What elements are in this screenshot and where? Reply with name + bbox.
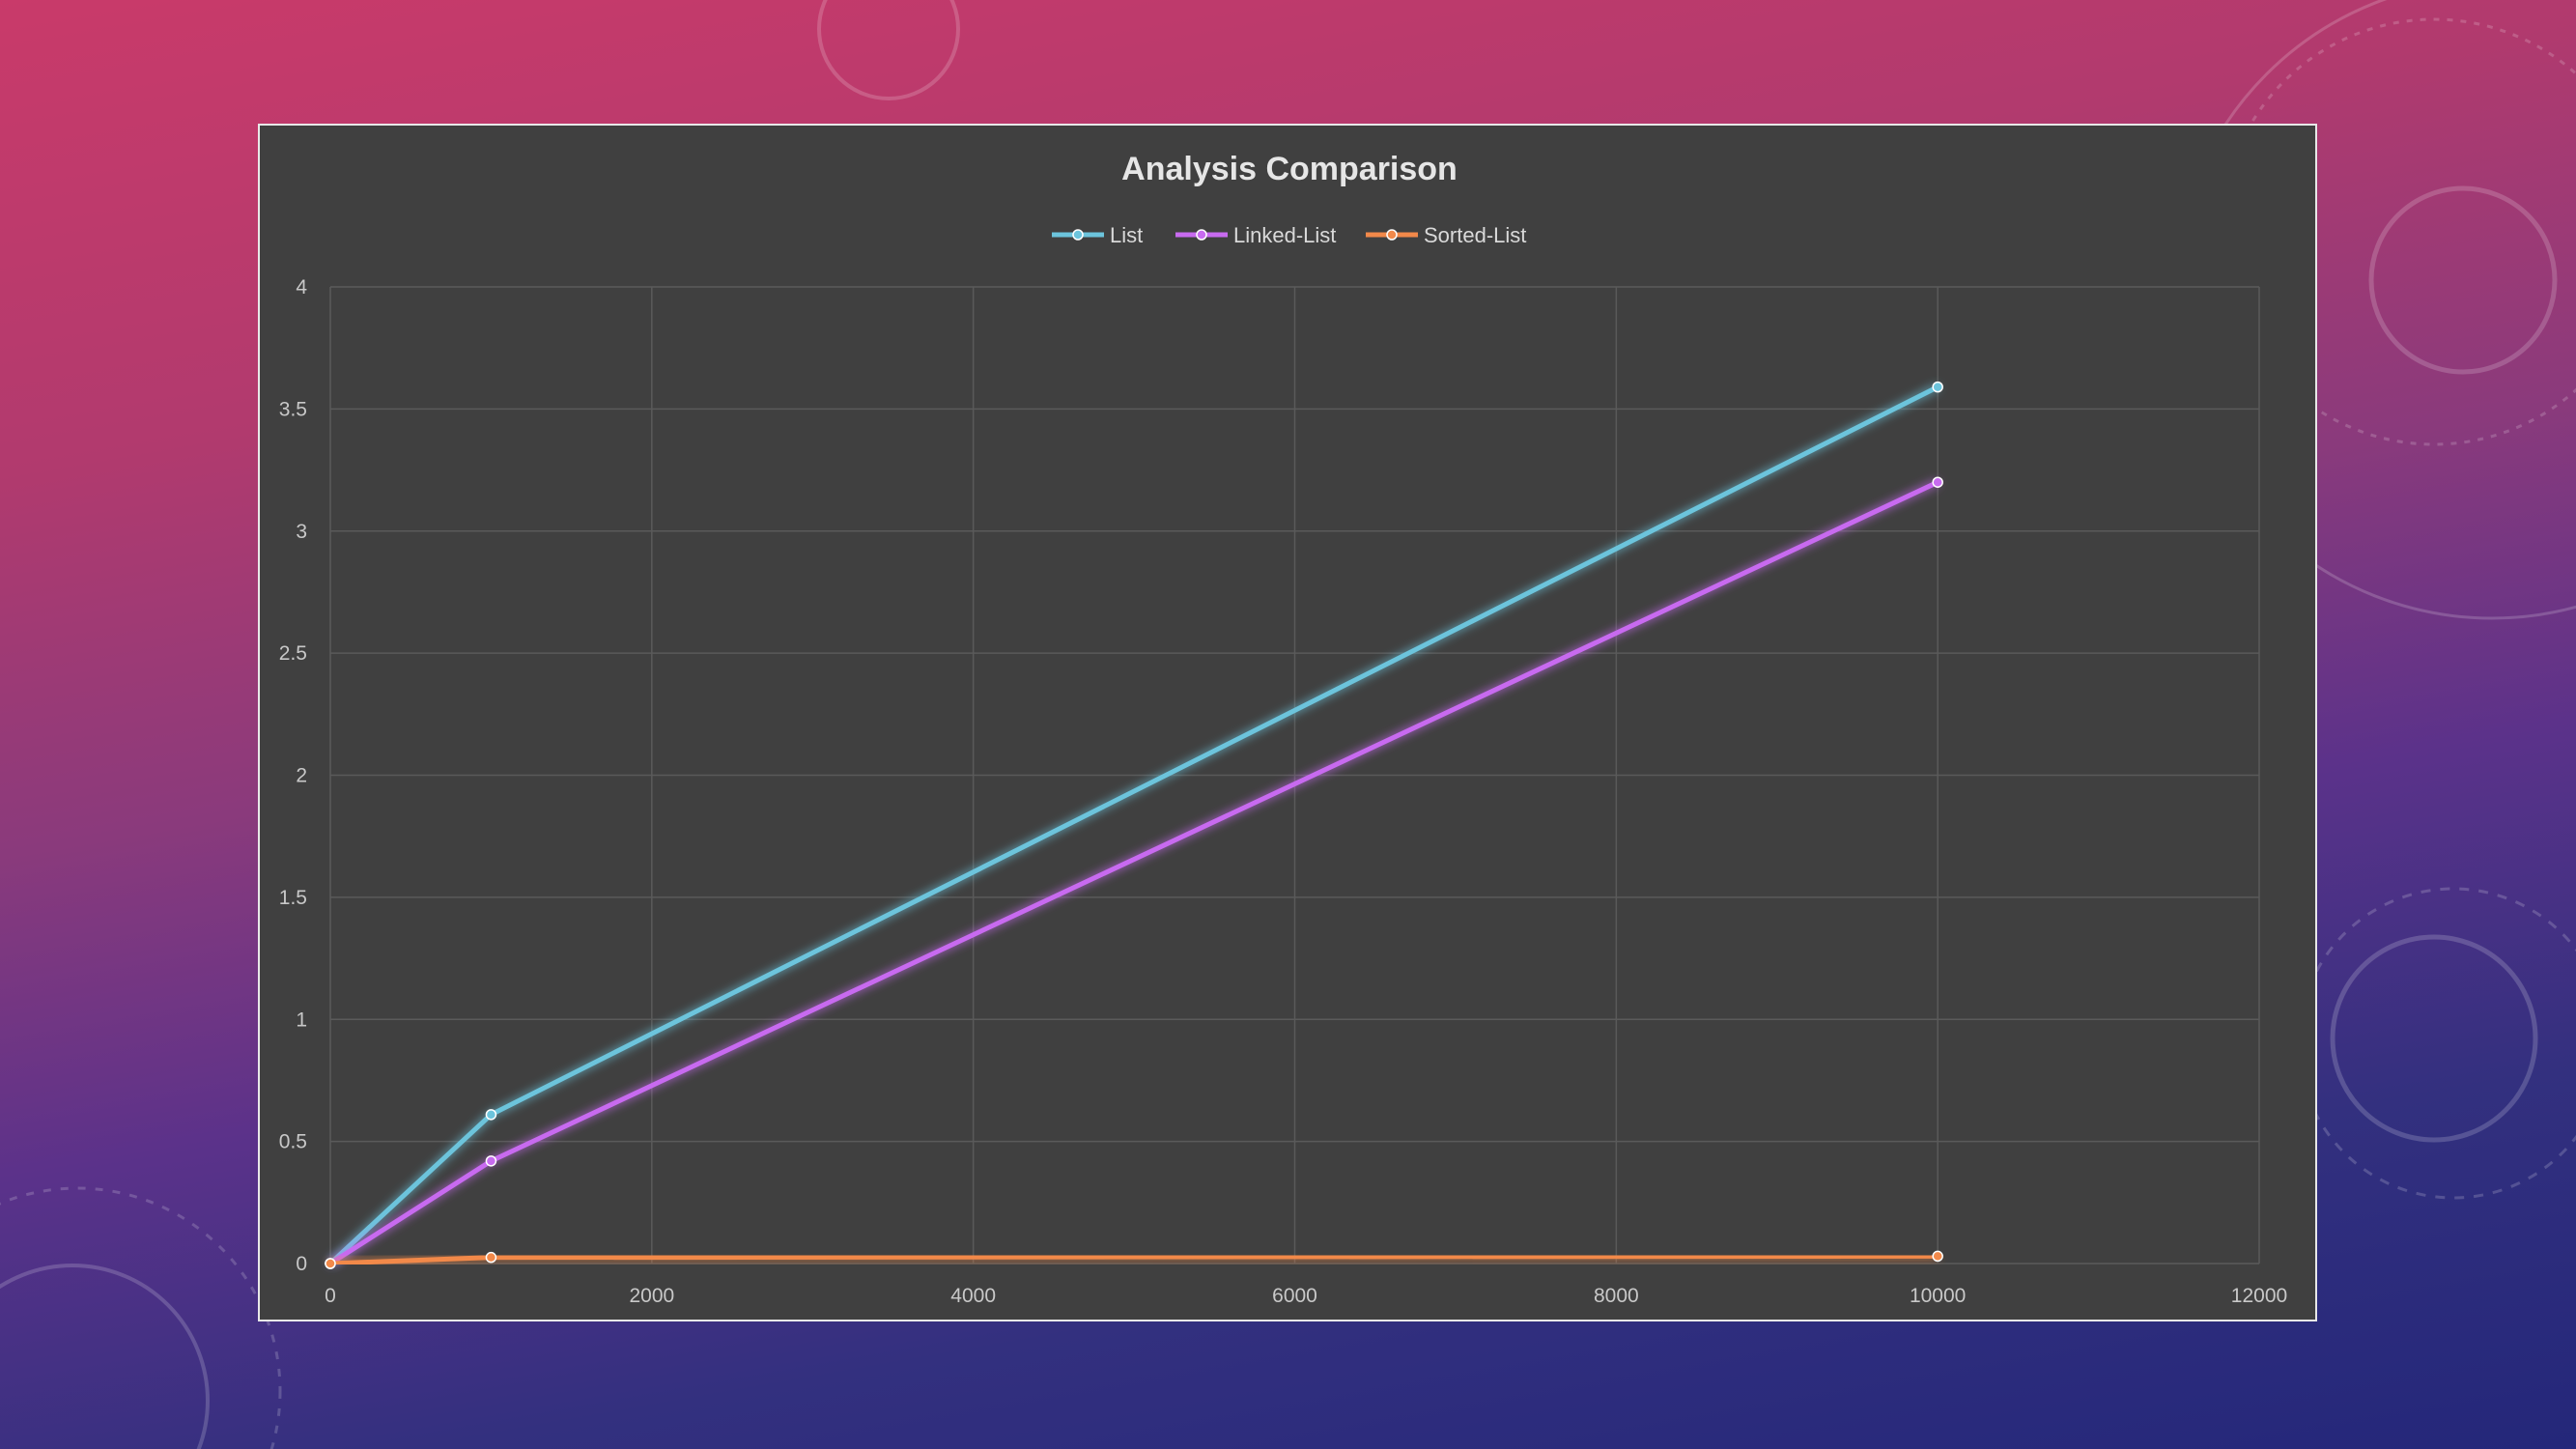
legend-label: Sorted-List (1424, 223, 1526, 247)
chart-title: Analysis Comparison (1121, 151, 1458, 187)
y-tick-label: 4 (296, 276, 307, 298)
data-point (485, 1109, 497, 1121)
x-tick-label: 4000 (950, 1285, 996, 1307)
y-tick-label: 3.5 (279, 398, 307, 420)
chart-grid (329, 286, 2260, 1264)
data-point (485, 1155, 497, 1167)
x-tick-label: 6000 (1272, 1285, 1317, 1307)
data-point (325, 1258, 336, 1269)
series-list (325, 381, 1943, 1269)
decorative-ring (0, 1186, 282, 1449)
y-tick-label: 0.5 (279, 1131, 307, 1153)
data-point (1932, 476, 1943, 488)
y-tick-label: 3 (296, 521, 307, 543)
series-line (328, 479, 1939, 1266)
legend-marker (1196, 229, 1207, 241)
y-tick-label: 0 (296, 1253, 307, 1275)
y-axis: 0 0.5 1 1.5 2 2.5 3 3.5 4 (279, 276, 308, 1275)
line-chart: Analysis Comparison List Linked-List Sorte… (279, 151, 2287, 1307)
legend-marker (1072, 229, 1084, 241)
x-tick-label: 8000 (1594, 1285, 1639, 1307)
legend-item: Sorted-List (1366, 223, 1526, 247)
plot-series (325, 381, 1943, 1269)
x-tick-label: 0 (325, 1285, 336, 1307)
x-tick-label: 2000 (629, 1285, 674, 1307)
decorative-ring (2368, 185, 2558, 375)
legend-marker (1386, 229, 1398, 241)
chart-area: Analysis Comparison List Linked-List Sorte… (258, 124, 2317, 1321)
decorative-ring (817, 0, 960, 100)
decorative-ring (2330, 934, 2538, 1143)
decorative-ring (0, 1264, 210, 1449)
y-tick-label: 1.5 (279, 887, 307, 909)
series-line (329, 1253, 1939, 1266)
y-tick-label: 1 (296, 1009, 307, 1031)
series-linked-list (325, 476, 1943, 1269)
series-sorted-list (325, 1250, 1943, 1269)
x-axis: 0 2000 4000 6000 8000 10000 12000 (325, 1285, 2287, 1307)
legend-label: Linked-List (1233, 223, 1336, 247)
series-line (328, 384, 1939, 1265)
legend-item: List (1052, 223, 1143, 247)
legend-item: Linked-List (1175, 223, 1336, 247)
chart-legend: List Linked-List Sorted-List (1052, 223, 1526, 247)
data-point (1932, 1250, 1943, 1263)
y-tick-label: 2.5 (279, 642, 307, 665)
data-point (485, 1251, 497, 1264)
data-point (1932, 381, 1943, 393)
legend-label: List (1110, 223, 1143, 247)
x-tick-label: 12000 (2231, 1285, 2287, 1307)
y-tick-label: 2 (296, 765, 307, 787)
x-tick-label: 10000 (1910, 1285, 1966, 1307)
